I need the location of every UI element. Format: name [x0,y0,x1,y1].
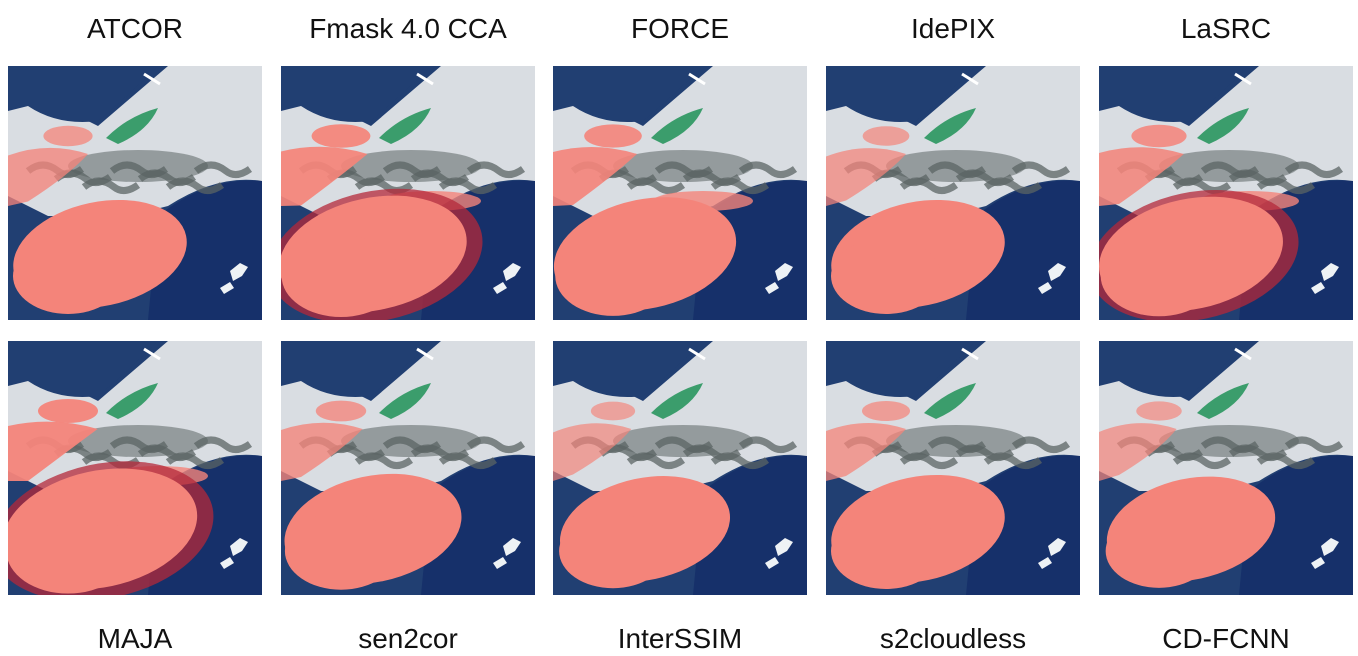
panel-fmask [281,66,535,320]
panel-sen2cor [281,341,535,595]
label-sen2cor: sen2cor [358,623,458,654]
panel-lasrc [1099,66,1353,320]
panel-cd-fcnn [1099,341,1353,595]
label-lasrc: LaSRC [1180,13,1272,44]
label-fmask: Fmask 4.0 CCA [309,13,507,44]
scene-image [826,66,1080,320]
label-force: FORCE [631,13,729,44]
panel-s2cloudless [826,341,1080,595]
panel-idepix [826,66,1080,320]
panel-atcor [8,66,262,320]
label-cd-fcnn: CD-FCNN [1162,623,1290,654]
panel-maja [8,341,262,595]
label-idepix: IdePIX [910,13,996,44]
scene-image [281,66,535,320]
panel-interssim [553,341,807,595]
scene-image [553,66,807,320]
scene-image [281,341,535,595]
scene-image [1099,341,1353,595]
scene-image [8,66,262,320]
panel-force [553,66,807,320]
label-maja: MAJA [97,623,173,654]
scene-image [8,341,262,595]
scene-image [553,341,807,595]
label-s2cloudless: s2cloudless [879,623,1027,654]
label-interssim: InterSSIM [617,623,743,654]
scene-image [1099,66,1353,320]
label-atcor: ATCOR [87,13,183,44]
scene-image [826,341,1080,595]
